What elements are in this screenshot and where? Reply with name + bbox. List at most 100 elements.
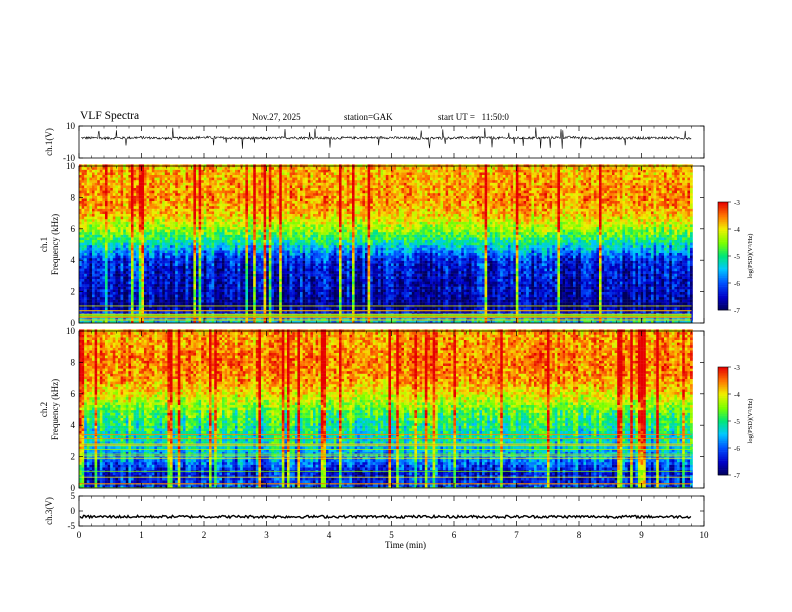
- spectrogram-cell: [172, 216, 176, 220]
- spectrogram-cell: [240, 180, 243, 183]
- spectrogram-cell: [84, 258, 87, 261]
- spectrogram-cell: [242, 276, 246, 279]
- spectrogram-cell: [216, 224, 220, 227]
- spectrogram-cell: [185, 276, 189, 279]
- spectrogram-cell: [170, 180, 173, 183]
- spectrogram-cell: [164, 169, 168, 173]
- spectrogram-cell: [214, 193, 217, 196]
- spectrogram-cell: [190, 268, 194, 272]
- spectrogram-cell: [183, 263, 186, 266]
- spectrogram-cell: [180, 245, 184, 248]
- spectrogram-cell: [235, 284, 238, 287]
- spectrogram-cell: [211, 172, 215, 175]
- spectrogram-cell: [92, 320, 95, 324]
- spectrogram-cell: [89, 182, 93, 186]
- spectrogram-cell: [118, 190, 121, 194]
- spectrogram-cell: [266, 281, 269, 285]
- spectrogram-cell: [112, 219, 116, 222]
- spectrogram-cell: [146, 307, 150, 311]
- spectrogram-cell: [232, 294, 236, 298]
- spectrogram-cell: [183, 177, 186, 181]
- spectrogram-cell: [281, 226, 285, 230]
- spectrogram-cell: [159, 307, 163, 311]
- spectrogram-cell: [261, 187, 264, 191]
- spectrogram-cell: [193, 211, 197, 214]
- spectrogram-cell: [253, 172, 256, 175]
- spectrogram-cell: [271, 286, 275, 290]
- spectrogram-cell: [185, 307, 189, 311]
- spectrogram-cell: [172, 252, 176, 256]
- spectrogram-cell: [284, 268, 288, 272]
- spectrogram-cell: [99, 258, 103, 261]
- spectrogram-cell: [276, 208, 280, 212]
- spectrogram-cell: [271, 310, 275, 313]
- spectrogram-cell: [216, 310, 220, 313]
- spectrogram-cell: [196, 320, 199, 324]
- spectrogram-cell: [193, 297, 197, 300]
- spectrogram-cell: [219, 310, 223, 313]
- spectrogram-cell: [237, 211, 241, 214]
- spectrogram-cell: [89, 245, 93, 248]
- spectrogram-cell: [102, 291, 106, 295]
- spectrogram-cell: [79, 224, 82, 227]
- spectrogram-cell: [84, 239, 87, 243]
- spectrogram-cell: [250, 302, 254, 305]
- spectrogram-cell: [175, 234, 178, 238]
- spectrogram-cell: [185, 221, 189, 225]
- spectrogram-cell: [209, 268, 212, 272]
- spectrogram-cell: [263, 239, 267, 243]
- spectrogram-cell: [266, 258, 269, 261]
- spectrogram-cell: [115, 167, 119, 170]
- spectrogram-cell: [193, 307, 197, 311]
- spectrogram-cell: [219, 169, 223, 173]
- spectrogram-cell: [214, 221, 217, 225]
- spectrogram-cell: [198, 265, 202, 269]
- spectrogram-cell: [81, 229, 85, 233]
- spectrogram-cell: [94, 247, 98, 251]
- spectrogram-cell: [279, 174, 282, 178]
- spectrogram-cell: [89, 193, 93, 196]
- header-station: station=GAK: [344, 112, 393, 122]
- spectrogram-cell: [118, 224, 121, 227]
- spectrogram-cell: [219, 263, 223, 266]
- spectrogram-cell: [237, 255, 241, 259]
- spectrogram-cell: [81, 252, 85, 256]
- spectrogram-cell: [258, 278, 262, 282]
- spectrogram-cell: [99, 219, 103, 222]
- spectrogram-cell: [253, 263, 256, 266]
- spectrogram-cell: [203, 284, 207, 287]
- spectrogram-cell: [190, 213, 194, 217]
- spectrogram-cell: [141, 169, 145, 173]
- spectrogram-cell: [190, 200, 194, 204]
- spectrogram-cell: [112, 174, 116, 178]
- spectrogram-cell: [279, 203, 282, 207]
- spectrogram-cell: [263, 234, 267, 238]
- spectrogram-cell: [92, 284, 95, 287]
- spectrogram-cell: [266, 211, 269, 214]
- spectrogram-cell: [219, 239, 223, 243]
- spectrogram-cell: [180, 200, 184, 204]
- spectrogram-cell: [151, 182, 155, 186]
- spectrogram-cell: [105, 172, 108, 175]
- spectrogram-cell: [232, 232, 236, 235]
- spectrogram-cell: [235, 219, 238, 222]
- spectrogram-cell: [149, 245, 152, 248]
- spectrogram-cell: [128, 203, 132, 207]
- spectrogram-cell: [284, 250, 288, 253]
- spectrogram-cell: [79, 200, 82, 204]
- spectrogram-cell: [133, 297, 137, 300]
- spectrogram-cell: [157, 297, 160, 300]
- spectrogram-cell: [170, 216, 173, 220]
- spectrogram-cell: [198, 167, 202, 170]
- spectrogram-cell: [216, 198, 220, 201]
- spectrogram-cell: [206, 265, 210, 269]
- spectrogram-cell: [162, 307, 165, 311]
- spectrogram-cell: [138, 239, 142, 243]
- spectrogram-cell: [105, 247, 108, 251]
- spectrogram-cell: [193, 229, 197, 233]
- spectrogram-cell: [216, 234, 220, 238]
- spectrogram-cell: [123, 193, 126, 196]
- spectrogram-cell: [198, 180, 202, 183]
- spectrogram-cell: [237, 177, 241, 181]
- spectrogram-cell: [240, 237, 243, 240]
